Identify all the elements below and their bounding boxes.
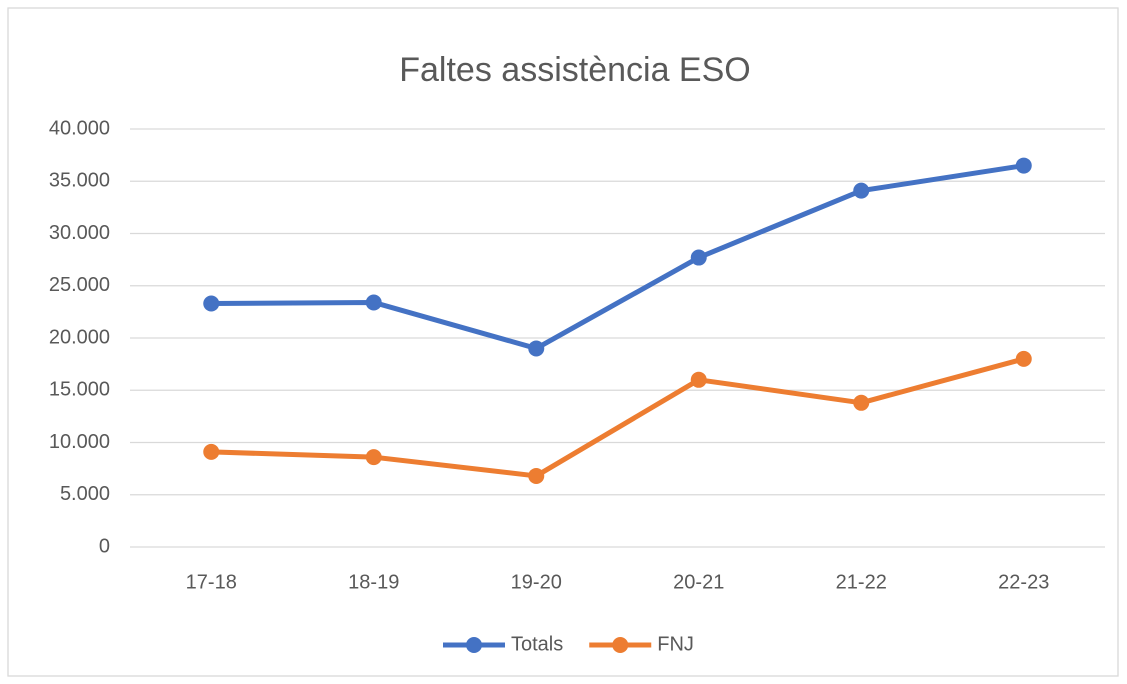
data-point (203, 443, 220, 460)
data-point (1015, 350, 1032, 367)
data-point (528, 340, 545, 357)
y-tick-label: 35.000 (49, 170, 110, 192)
legend-marker (466, 637, 482, 653)
data-point (365, 449, 382, 466)
data-point (365, 294, 382, 311)
data-point (853, 394, 870, 411)
y-tick-label: 40.000 (49, 117, 110, 139)
x-tick-label: 20-21 (673, 571, 724, 593)
y-tick-label: 30.000 (49, 222, 110, 244)
data-point (690, 371, 707, 388)
y-tick-label: 25.000 (49, 274, 110, 296)
legend-marker (612, 637, 629, 653)
y-tick-label: 5.000 (60, 483, 110, 505)
legend-label: Totals (511, 633, 563, 655)
series-line (211, 356, 1025, 479)
x-tick-label: 18-19 (348, 571, 399, 593)
chart-border (7, 7, 1119, 677)
data-point (853, 182, 870, 199)
y-tick-label: 20.000 (49, 326, 110, 348)
x-tick-label: 22-23 (998, 571, 1049, 593)
data-point (528, 467, 545, 484)
x-tick-label: 19-20 (511, 571, 562, 593)
series-line (211, 163, 1025, 351)
x-tick-label: 21-22 (836, 571, 887, 593)
y-tick-label: 10.000 (49, 431, 110, 453)
data-point (690, 249, 707, 266)
y-tick-label: 15.000 (49, 379, 110, 401)
data-point (1015, 157, 1032, 174)
y-tick-label: 0 (99, 535, 110, 557)
x-tick-label: 17-18 (186, 571, 237, 593)
data-point (203, 295, 220, 312)
chart-title: Faltes assistència ESO (399, 51, 750, 89)
legend-label: FNJ (657, 633, 694, 655)
